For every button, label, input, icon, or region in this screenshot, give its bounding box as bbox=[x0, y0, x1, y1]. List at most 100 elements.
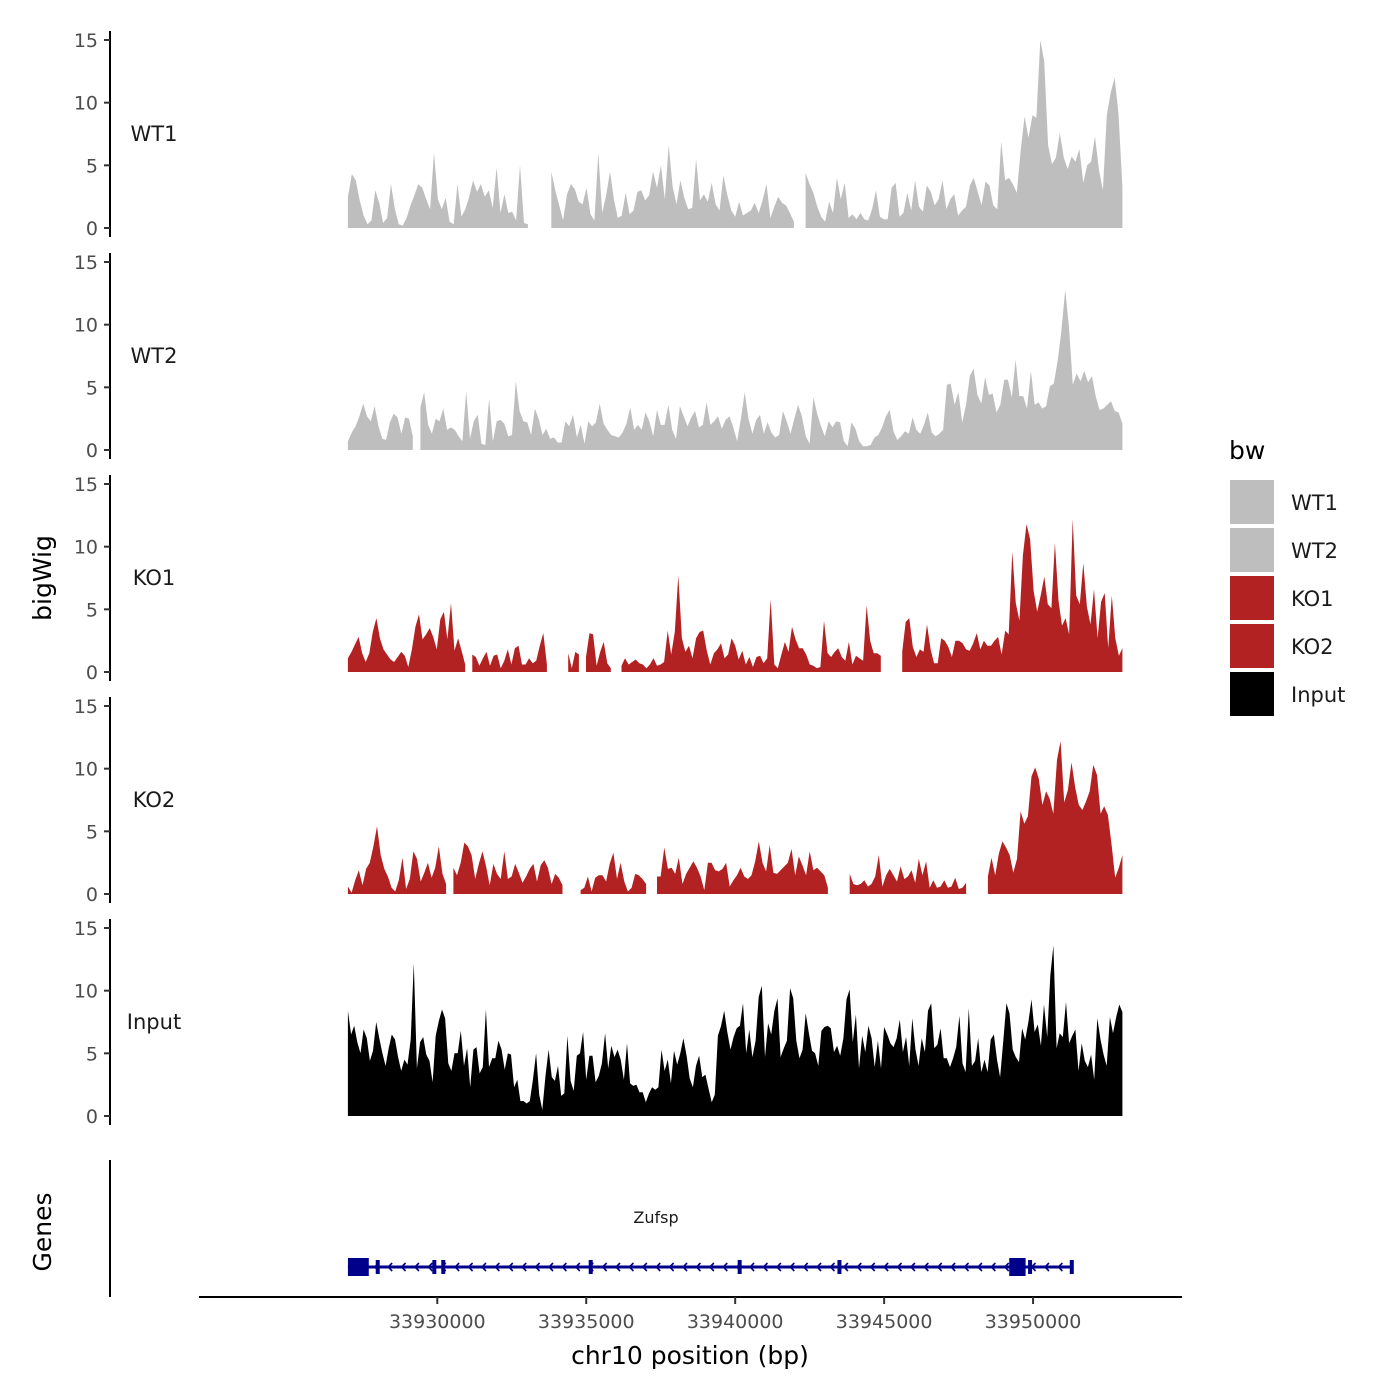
y-tick-label: 0 bbox=[86, 1106, 98, 1128]
signal-area bbox=[347, 403, 413, 450]
y-tick-label: 5 bbox=[86, 155, 98, 177]
x-tick-label: 33950000 bbox=[985, 1311, 1082, 1333]
x-tick-label: 33935000 bbox=[538, 1311, 635, 1333]
strand-arrow bbox=[668, 1262, 675, 1272]
gene-model bbox=[347, 1258, 1074, 1276]
strand-arrow bbox=[614, 1262, 621, 1272]
legend-label: WT2 bbox=[1291, 539, 1338, 563]
legend-swatch-wt1 bbox=[1230, 480, 1274, 524]
gene-name-label: Zufsp bbox=[633, 1208, 678, 1227]
strand-arrow bbox=[628, 1262, 635, 1272]
signal-area bbox=[568, 651, 579, 672]
y-tick-label: 0 bbox=[86, 662, 98, 684]
strand-arrow bbox=[534, 1262, 541, 1272]
legend-swatch-ko1 bbox=[1230, 576, 1274, 620]
signal-area bbox=[902, 519, 1123, 672]
y-tick-label: 10 bbox=[74, 315, 98, 337]
signal-area bbox=[586, 633, 611, 672]
gene-exon bbox=[1069, 1260, 1074, 1274]
gene-exon bbox=[375, 1260, 380, 1274]
gene-exon bbox=[837, 1260, 842, 1274]
gene-track-title: Genes bbox=[28, 1192, 57, 1271]
y-tick-label: 15 bbox=[74, 252, 98, 274]
bigwig-tracks: 0 5 10 15 WT1 0 5 10 15 WT2 0 5 10 15 KO1 0 5 10 15 KO2 0 5 10… bbox=[74, 30, 1123, 1128]
legend-swatch-input bbox=[1230, 672, 1274, 716]
signal-area bbox=[849, 855, 967, 894]
strand-arrow bbox=[963, 1262, 970, 1272]
strand-arrow bbox=[413, 1262, 420, 1272]
y-tick-label: 15 bbox=[74, 918, 98, 940]
signal-area bbox=[347, 945, 1123, 1116]
strand-arrow bbox=[708, 1262, 715, 1272]
track-label: KO1 bbox=[133, 566, 176, 590]
legend-label: Input bbox=[1291, 683, 1345, 707]
strand-arrow bbox=[400, 1262, 407, 1272]
strand-arrow bbox=[950, 1262, 956, 1272]
signal-area bbox=[987, 741, 1123, 894]
x-tick-label: 33930000 bbox=[389, 1311, 486, 1333]
strand-arrow bbox=[990, 1262, 996, 1272]
gene-track: Zufsp bbox=[109, 1160, 1074, 1297]
track-label: Input bbox=[127, 1010, 181, 1034]
strand-arrow bbox=[547, 1262, 554, 1272]
strand-arrow bbox=[454, 1262, 460, 1272]
gene-exon-block bbox=[1009, 1258, 1026, 1276]
signal-area bbox=[347, 826, 447, 894]
strand-arrow bbox=[1043, 1262, 1050, 1272]
strand-arrow bbox=[976, 1262, 983, 1272]
gene-exon-block bbox=[347, 1258, 369, 1276]
signal-area bbox=[657, 841, 828, 894]
strand-arrow bbox=[789, 1262, 795, 1272]
y-tick-label: 0 bbox=[86, 884, 98, 906]
legend-swatch-wt2 bbox=[1230, 528, 1274, 572]
track-label: WT2 bbox=[131, 344, 178, 368]
strand-arrow bbox=[829, 1262, 836, 1272]
legend-label: WT1 bbox=[1291, 491, 1338, 515]
strand-arrow bbox=[842, 1262, 849, 1272]
x-tick-label: 33940000 bbox=[687, 1311, 784, 1333]
y-tick-label: 15 bbox=[74, 696, 98, 718]
y-tick-label: 10 bbox=[74, 93, 98, 115]
strand-arrow bbox=[655, 1262, 661, 1272]
strand-arrow bbox=[775, 1262, 782, 1272]
legend-swatch-ko2 bbox=[1230, 624, 1274, 668]
strand-arrow bbox=[387, 1262, 393, 1272]
track-wt2: 0 5 10 15 WT2 bbox=[74, 252, 1123, 462]
track-ko2: 0 5 10 15 KO2 bbox=[74, 696, 1123, 906]
gene-exon bbox=[441, 1260, 446, 1274]
y-tick-label: 5 bbox=[86, 599, 98, 621]
strand-arrow bbox=[695, 1262, 702, 1272]
strand-arrow bbox=[561, 1262, 567, 1272]
strand-arrow bbox=[869, 1262, 876, 1272]
signal-area bbox=[453, 842, 563, 894]
y-tick-label: 5 bbox=[86, 377, 98, 399]
strand-arrow bbox=[681, 1262, 688, 1272]
track-wt1: 0 5 10 15 WT1 bbox=[74, 30, 1123, 240]
legend-label: KO1 bbox=[1291, 587, 1334, 611]
y-tick-label: 0 bbox=[86, 440, 98, 462]
strand-arrow bbox=[507, 1262, 514, 1272]
gene-exon bbox=[1028, 1260, 1033, 1274]
signal-area bbox=[472, 633, 547, 672]
y-tick-label: 10 bbox=[74, 981, 98, 1003]
legend-title: bw bbox=[1229, 436, 1265, 465]
signal-area bbox=[347, 603, 466, 672]
y-tick-label: 15 bbox=[74, 30, 98, 52]
strand-arrow bbox=[923, 1262, 929, 1272]
strand-arrow bbox=[480, 1262, 487, 1272]
strand-arrow bbox=[802, 1262, 809, 1272]
track-ko1: 0 5 10 15 KO1 bbox=[74, 474, 1123, 684]
strand-arrow bbox=[494, 1262, 500, 1272]
gene-exon bbox=[432, 1260, 437, 1274]
y-tick-label: 5 bbox=[86, 1043, 98, 1065]
strand-arrow bbox=[427, 1262, 433, 1272]
legend: bw WT1 WT2 KO1 KO2 Input bbox=[1229, 436, 1345, 716]
x-axis: 33930000 33935000 33940000 33945000 33950000 bbox=[199, 1296, 1182, 1333]
strand-arrow bbox=[762, 1262, 769, 1272]
strand-arrow bbox=[882, 1262, 889, 1272]
strand-arrow bbox=[748, 1262, 755, 1272]
track-label: WT1 bbox=[131, 122, 178, 146]
y-axis-title: bigWig bbox=[28, 535, 57, 621]
y-tick-label: 5 bbox=[86, 821, 98, 843]
